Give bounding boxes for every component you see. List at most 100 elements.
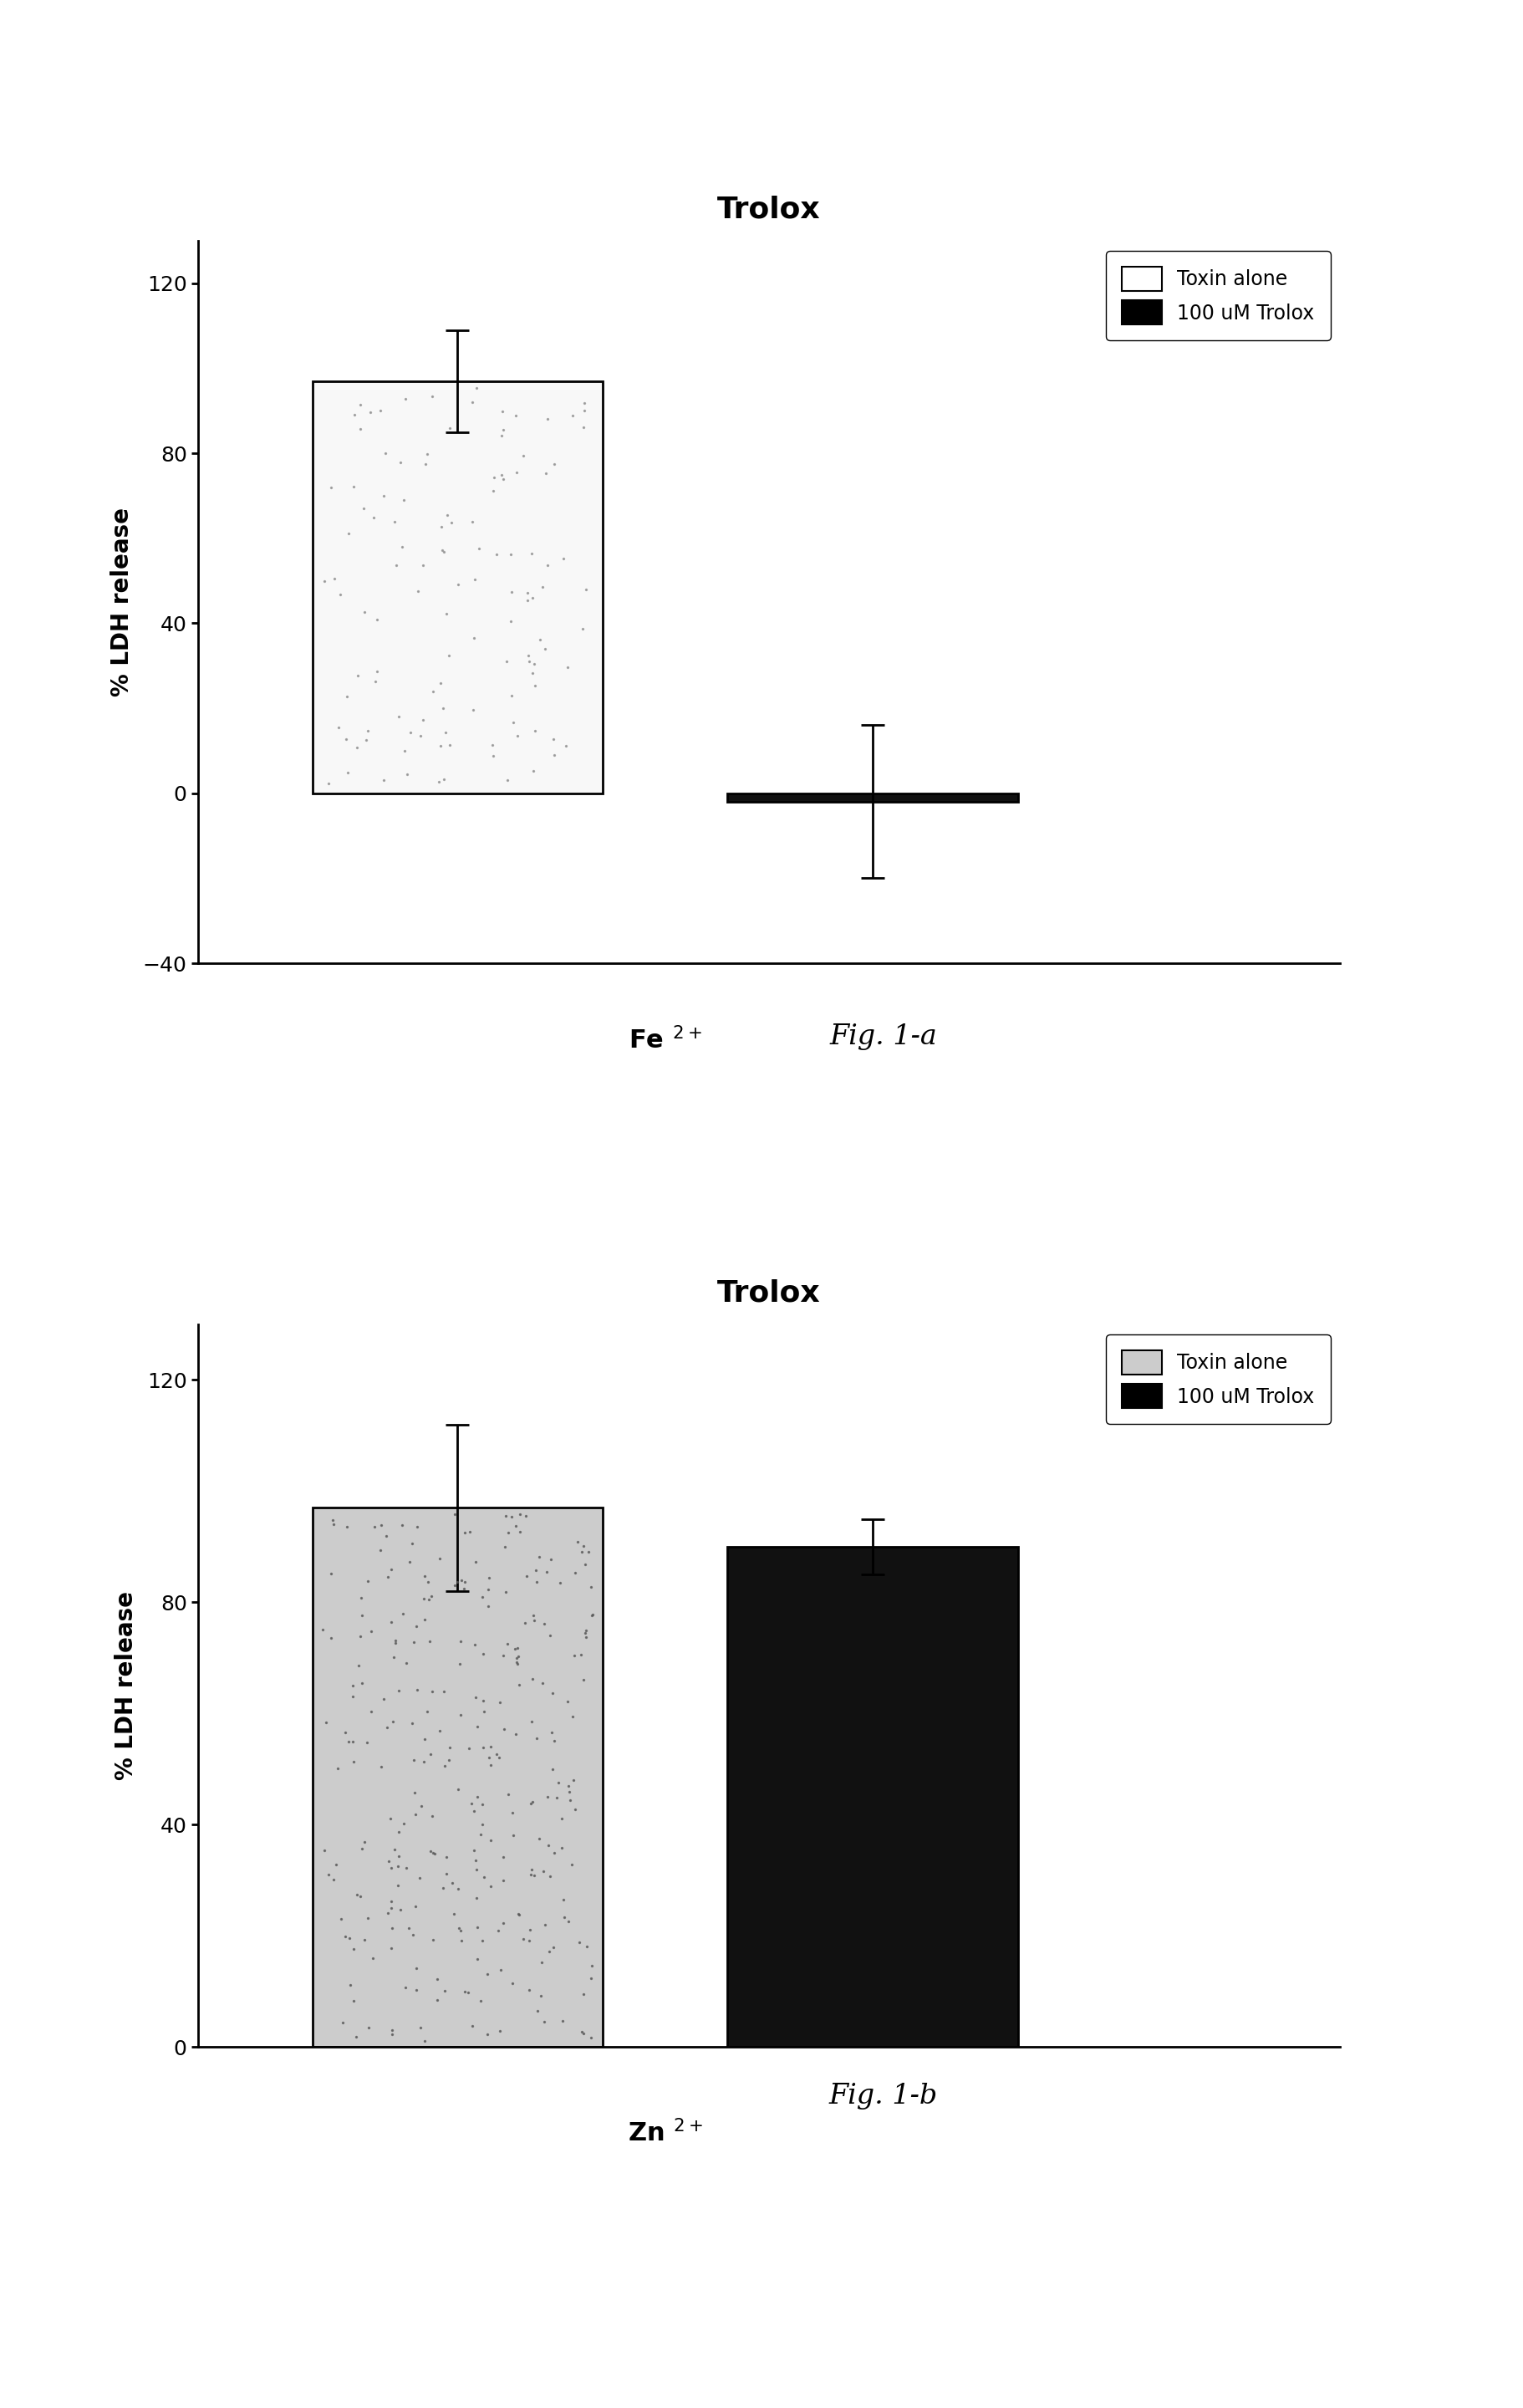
Point <box>521 1782 545 1820</box>
Point <box>507 1895 532 1934</box>
Point <box>496 1512 521 1551</box>
Point <box>521 1597 545 1635</box>
Point <box>375 1517 399 1556</box>
Point <box>449 1560 474 1599</box>
Point <box>495 761 519 799</box>
Point <box>402 1623 426 1662</box>
Point <box>394 754 419 792</box>
Point <box>465 1777 489 1816</box>
Point <box>350 1830 375 1869</box>
Point <box>349 1597 373 1635</box>
Point <box>516 636 541 674</box>
Point <box>314 1702 338 1741</box>
Point <box>541 1674 565 1712</box>
Point <box>452 1563 477 1601</box>
Point <box>573 1544 597 1582</box>
Point <box>422 1832 446 1871</box>
Legend: Toxin alone, 100 uM Trolox: Toxin alone, 100 uM Trolox <box>1106 1334 1331 1423</box>
Point <box>448 1623 472 1662</box>
Point <box>388 1890 413 1929</box>
Point <box>469 1982 493 2020</box>
Point <box>507 1666 532 1705</box>
Point <box>460 503 484 542</box>
Point <box>460 383 484 421</box>
Point <box>329 1900 353 1938</box>
Point <box>550 1799 574 1837</box>
Point <box>388 443 413 482</box>
Point <box>437 1741 461 1780</box>
Point <box>387 1837 411 1876</box>
Point <box>487 1950 512 1989</box>
Point <box>382 503 407 542</box>
Point <box>506 1895 530 1934</box>
Point <box>536 1931 560 1970</box>
Point <box>393 380 417 419</box>
Point <box>341 1666 366 1705</box>
Point <box>372 1681 396 1719</box>
Point <box>437 409 461 448</box>
Point <box>471 1577 495 1616</box>
Point <box>439 503 463 542</box>
Point <box>379 1890 404 1929</box>
Point <box>366 600 390 638</box>
Point <box>387 1813 411 1852</box>
Point <box>463 1544 487 1582</box>
Point <box>513 1495 538 1534</box>
Point <box>312 1832 337 1871</box>
Point <box>551 2001 576 2040</box>
Point <box>538 1616 562 1654</box>
Point <box>349 385 373 424</box>
Point <box>521 655 545 694</box>
Point <box>321 1861 346 1900</box>
Point <box>533 1905 557 1943</box>
Point <box>556 1767 580 1806</box>
Point <box>413 1601 437 1640</box>
Point <box>551 539 576 578</box>
Point <box>372 477 396 515</box>
Point <box>410 547 434 585</box>
Point <box>527 1536 551 1575</box>
Point <box>324 1845 349 1883</box>
Point <box>338 1919 362 1958</box>
Point <box>560 1845 585 1883</box>
Point <box>404 1796 428 1835</box>
Legend: Toxin alone, 100 uM Trolox: Toxin alone, 100 uM Trolox <box>1106 250 1331 340</box>
Point <box>557 1780 582 1818</box>
Point <box>422 1922 446 1960</box>
Point <box>323 559 347 597</box>
Point <box>553 1898 577 1936</box>
Point <box>492 1902 516 1941</box>
Point <box>506 718 530 756</box>
Point <box>471 1806 495 1845</box>
Point <box>413 1719 437 1758</box>
Point <box>410 1787 434 1825</box>
Point <box>571 1975 595 2013</box>
Point <box>541 1751 565 1789</box>
Point <box>542 445 567 484</box>
Point <box>573 390 597 429</box>
Point <box>472 1857 496 1895</box>
Point <box>373 433 398 472</box>
Point <box>422 1835 446 1873</box>
Point <box>448 1912 472 1950</box>
Point <box>437 636 461 674</box>
Point <box>449 1922 474 1960</box>
Point <box>504 1637 528 1676</box>
Point <box>379 1881 404 1919</box>
Point <box>542 1832 567 1871</box>
Point <box>356 2008 381 2047</box>
Point <box>433 1671 457 1710</box>
Point <box>355 1724 379 1763</box>
Point <box>518 1910 542 1948</box>
Point <box>458 1784 483 1823</box>
Point <box>391 1804 416 1842</box>
Point <box>385 1866 410 1905</box>
Point <box>338 1965 362 2003</box>
Point <box>442 1565 466 1604</box>
Point <box>457 1729 481 1767</box>
Point <box>527 1820 551 1859</box>
Point <box>538 1857 562 1895</box>
Point <box>408 1859 433 1898</box>
Point <box>535 400 559 438</box>
Point <box>515 1556 539 1594</box>
